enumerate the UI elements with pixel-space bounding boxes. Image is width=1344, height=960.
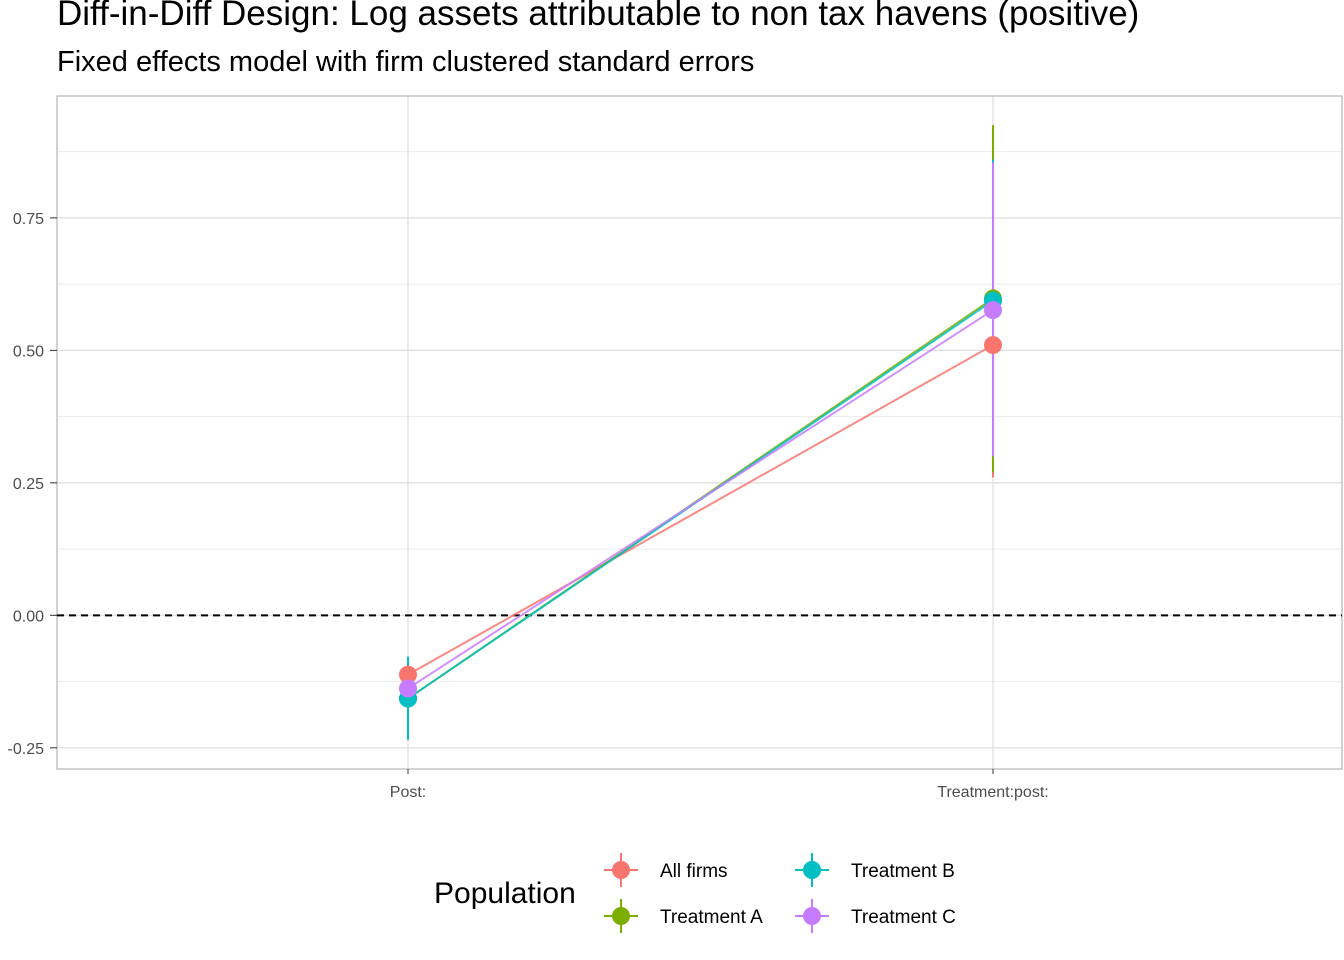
legend-title: Population — [434, 877, 576, 910]
series-layer — [399, 125, 1002, 740]
x-tick-label: Post: — [390, 784, 426, 801]
y-tick-label: 0.00 — [13, 608, 44, 625]
legend-key-point-treatment-a — [612, 907, 630, 925]
chart-title: Diff-in-Diff Design: Log assets attribut… — [57, 0, 1140, 33]
data-point-all-firms — [984, 336, 1002, 355]
series-line-all-firms — [407, 344, 994, 676]
y-tick-label: 0.75 — [13, 211, 44, 228]
legend-label-treatment-a: Treatment A — [660, 907, 763, 928]
data-point-all-firms — [399, 665, 417, 684]
legend-key-point-treatment-c — [803, 907, 821, 925]
axis-layer: -0.25 0.00 0.25 0.50 0.75 Post: Treatment:post… — [8, 211, 1049, 801]
y-tick-label: 0.25 — [13, 476, 44, 493]
panel-border — [56, 95, 1343, 770]
y-tick-label: 0.50 — [13, 343, 44, 360]
series-line-treatment-c — [407, 309, 994, 690]
grid-layer — [56, 95, 1343, 770]
legend: Population All firms Treatment A Treatment … — [434, 853, 956, 933]
y-tick-label: -0.25 — [8, 741, 45, 758]
data-point-treatment-c — [399, 679, 417, 698]
legend-label-all-firms: All firms — [660, 861, 728, 882]
chart-subtitle: Fixed effects model with firm clustered … — [57, 46, 755, 78]
legend-label-treatment-b: Treatment B — [851, 861, 955, 882]
legend-key-point-all-firms — [612, 861, 630, 879]
x-tick-label: Treatment:post: — [937, 784, 1048, 801]
legend-key-point-treatment-b — [803, 861, 821, 879]
data-point-treatment-c — [984, 301, 1002, 320]
legend-label-treatment-c: Treatment C — [851, 907, 956, 928]
